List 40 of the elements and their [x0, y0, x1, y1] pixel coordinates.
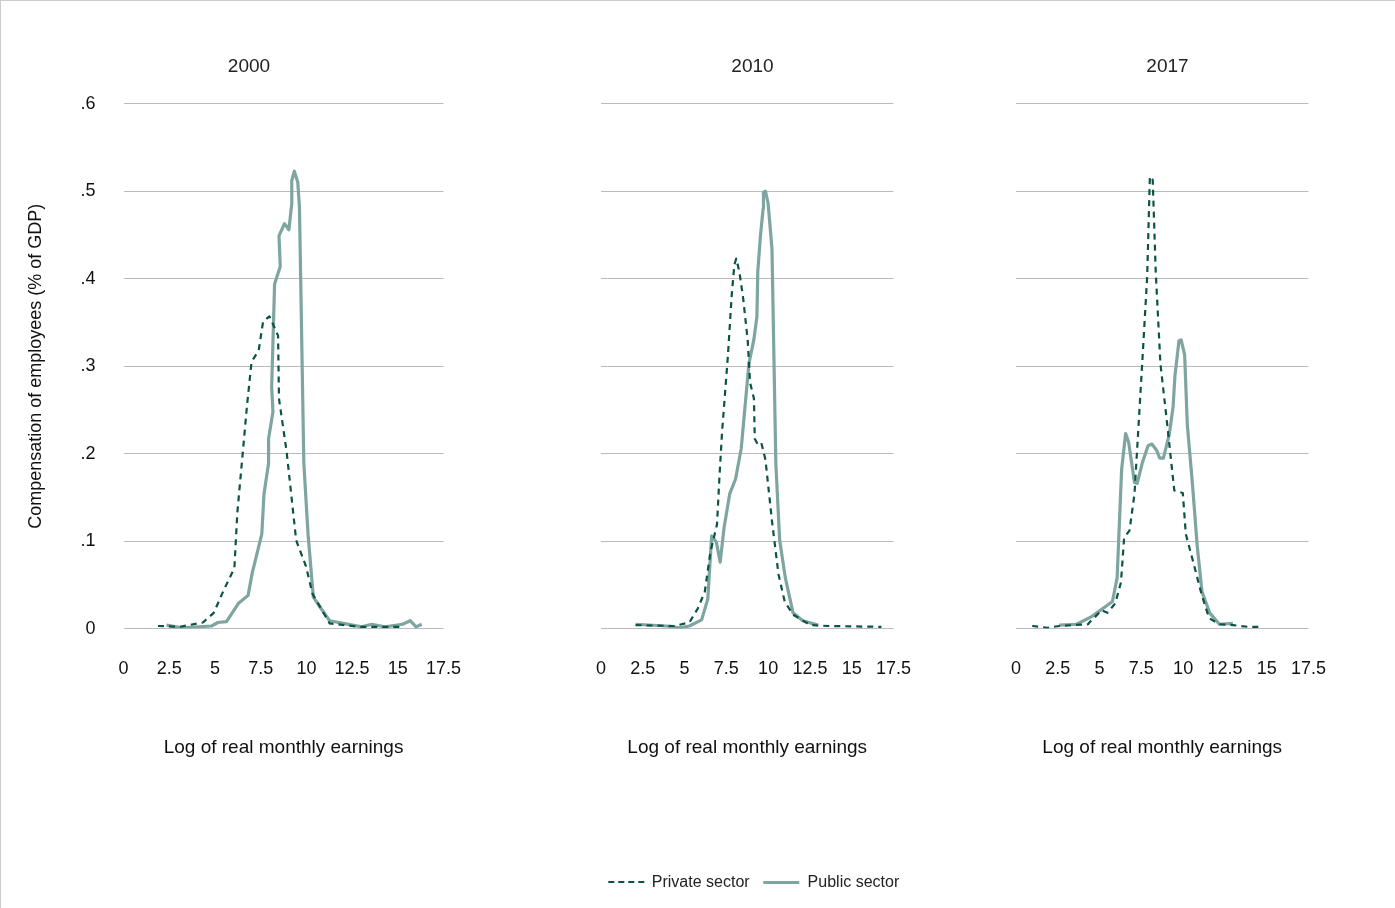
x-tick-label: 12.5: [792, 658, 828, 679]
x-tick-label: 15: [1256, 658, 1277, 679]
chart-title: 2010: [731, 54, 774, 76]
x-tick-label: 7.5: [1128, 658, 1154, 679]
y-tick-label: .6: [80, 92, 96, 113]
x-axis-title: Log of real monthly earnings: [1042, 735, 1283, 757]
x-tick-label: 17.5: [1290, 658, 1327, 679]
x-tick-label: 10: [296, 658, 317, 679]
legend-label: Private sector: [651, 873, 750, 891]
x-tick-label: 2.5: [630, 658, 656, 679]
y-tick-label: .3: [80, 355, 96, 376]
x-tick-label: 7.5: [248, 658, 274, 679]
x-axis-title: Log of real monthly earnings: [163, 735, 404, 757]
x-tick-label: 7.5: [713, 658, 739, 679]
x-tick-label: 12.5: [334, 658, 370, 679]
x-tick-label: 0: [118, 658, 129, 679]
y-axis-title: Compensation of employees (% of GDP): [24, 203, 45, 529]
x-tick-label: 2.5: [1045, 658, 1071, 679]
legend-label: Public sector: [807, 873, 900, 891]
chart-title: 2017: [1146, 54, 1189, 76]
x-tick-label: 0: [596, 658, 607, 679]
x-tick-label: 2.5: [156, 658, 182, 679]
x-tick-label: 12.5: [1207, 658, 1243, 679]
y-tick-label: .4: [80, 267, 96, 288]
x-tick-label: 5: [210, 658, 221, 679]
x-tick-label: 17.5: [875, 658, 912, 679]
x-tick-label: 10: [758, 658, 779, 679]
x-tick-label: 17.5: [425, 658, 462, 679]
chart-title: 2000: [227, 54, 271, 76]
x-axis-title: Log of real monthly earnings: [627, 735, 868, 757]
y-tick-label: 0: [85, 617, 96, 638]
x-tick-label: 10: [1173, 658, 1194, 679]
y-tick-label: .2: [80, 442, 96, 463]
y-tick-label: .5: [80, 180, 96, 201]
x-tick-label: 5: [1094, 658, 1105, 679]
x-tick-label: 15: [387, 658, 408, 679]
x-tick-label: 15: [841, 658, 862, 679]
x-tick-label: 0: [1011, 658, 1022, 679]
y-tick-label: .1: [80, 530, 96, 551]
x-tick-label: 5: [679, 658, 690, 679]
